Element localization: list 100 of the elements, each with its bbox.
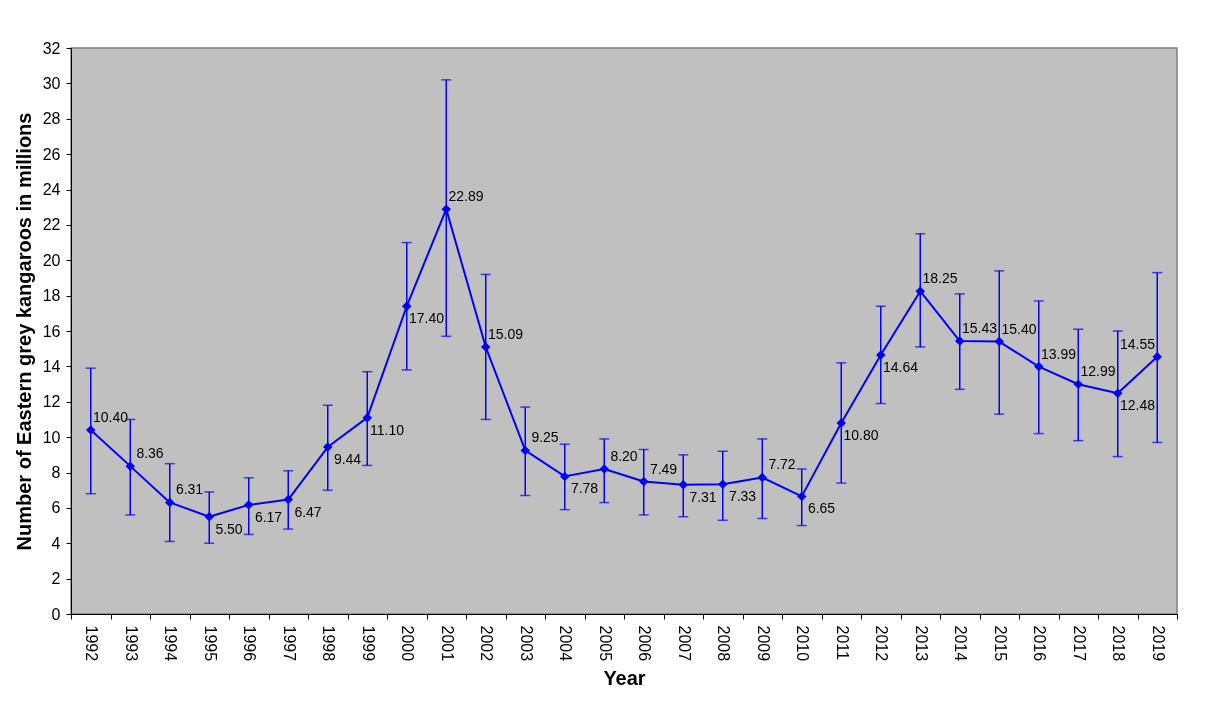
x-tick-label: 2013 xyxy=(912,625,930,662)
x-tick-label: 2001 xyxy=(438,625,456,662)
x-tick-label: 2009 xyxy=(754,625,772,662)
x-tick-label: 2014 xyxy=(952,625,970,662)
x-tick-label: 1993 xyxy=(122,625,140,662)
x-tick-label: 1995 xyxy=(201,625,219,662)
y-tick-label: 4 xyxy=(51,534,61,552)
point xyxy=(639,476,649,487)
y-tick-label: 18 xyxy=(42,287,61,305)
data-label: 10.40 xyxy=(92,409,129,426)
data-label: 5.50 xyxy=(215,520,243,537)
point xyxy=(165,497,175,508)
point xyxy=(323,442,333,452)
y-tick-label: 2 xyxy=(51,570,61,588)
x-tick-label: 2011 xyxy=(833,625,851,661)
x-tick-label: 1994 xyxy=(162,625,180,662)
y-tick-label: 14 xyxy=(42,357,61,375)
data-label: 13.99 xyxy=(1040,345,1077,362)
data-label: 15.09 xyxy=(487,326,524,343)
y-tick-label: 28 xyxy=(42,110,61,128)
y-tick-label: 10 xyxy=(42,428,61,446)
data-label: 7.78 xyxy=(570,480,599,497)
x-tick-label: 2017 xyxy=(1070,625,1088,662)
point xyxy=(757,472,767,483)
y-tick-label: 24 xyxy=(42,181,61,198)
y-tick-label: 0 xyxy=(51,605,61,623)
y-tick-label: 6 xyxy=(51,499,61,517)
data-label: 22.89 xyxy=(448,188,484,205)
point xyxy=(599,464,609,474)
data-label: 12.99 xyxy=(1080,363,1116,380)
data-label: 6.65 xyxy=(807,500,836,517)
data-label: 6.17 xyxy=(254,508,283,525)
data-label: 14.55 xyxy=(1119,335,1156,352)
x-tick-label: 2018 xyxy=(1110,625,1128,662)
x-tick-label: 1999 xyxy=(359,625,377,662)
x-tick-label: 2007 xyxy=(675,625,693,662)
data-label: 9.44 xyxy=(333,451,362,468)
point xyxy=(1073,379,1083,389)
point xyxy=(797,491,807,502)
data-label: 15.43 xyxy=(961,320,998,337)
x-tick-label: 2000 xyxy=(399,625,417,662)
point xyxy=(678,479,688,490)
data-label: 7.31 xyxy=(689,488,717,505)
y-tick-label: 16 xyxy=(42,322,61,340)
y-tick-label: 12 xyxy=(42,393,61,411)
x-tick-label: 2004 xyxy=(557,625,575,662)
data-label: 15.40 xyxy=(1001,320,1037,337)
x-tick-label: 2003 xyxy=(517,625,535,662)
x-tick-label: 1996 xyxy=(241,625,259,662)
x-tick-label: 2015 xyxy=(991,625,1009,662)
data-label: 10.80 xyxy=(843,426,879,443)
point xyxy=(955,336,965,346)
x-tick-label: 2002 xyxy=(478,625,496,662)
point xyxy=(481,342,491,352)
x-axis-title: Year xyxy=(603,667,646,690)
data-label: 12.48 xyxy=(1119,397,1156,414)
x-tick-label: 2006 xyxy=(636,625,654,662)
data-label: 17.40 xyxy=(408,310,445,327)
data-label: 7.49 xyxy=(649,460,678,477)
y-tick-label: 22 xyxy=(42,216,61,234)
x-tick-label: 1992 xyxy=(83,625,101,662)
point xyxy=(876,350,886,360)
point xyxy=(125,461,135,471)
x-tick-label: 2005 xyxy=(596,625,614,662)
data-label: 7.33 xyxy=(728,488,757,505)
x-tick-label: 2012 xyxy=(873,625,891,662)
data-label: 14.64 xyxy=(882,359,919,376)
data-label: 6.47 xyxy=(294,503,322,520)
data-label: 8.20 xyxy=(610,447,638,464)
point xyxy=(520,445,530,456)
point xyxy=(86,425,96,435)
point xyxy=(1034,361,1044,372)
x-tick-label: 2019 xyxy=(1149,625,1167,662)
point xyxy=(1152,351,1162,362)
data-label: 9.25 xyxy=(531,429,559,446)
point xyxy=(204,511,214,522)
point xyxy=(402,301,412,311)
data-label: 8.36 xyxy=(136,445,164,462)
data-label: 6.31 xyxy=(175,481,204,498)
point xyxy=(718,479,728,490)
data-label: 11.10 xyxy=(370,421,405,438)
data-label: 18.25 xyxy=(922,270,958,287)
point xyxy=(915,286,925,296)
y-tick-label: 26 xyxy=(42,145,61,163)
point xyxy=(244,500,254,510)
y-axis-title: Number of Eastern grey kangaroos in millions xyxy=(12,112,35,551)
y-tick-label: 8 xyxy=(51,464,61,481)
point xyxy=(560,471,570,482)
point xyxy=(283,494,293,505)
point xyxy=(836,418,846,428)
y-tick-label: 20 xyxy=(42,251,61,269)
point xyxy=(362,412,372,423)
x-tick-label: 2010 xyxy=(794,625,812,662)
x-tick-label: 1997 xyxy=(280,625,298,662)
data-label: 7.72 xyxy=(768,456,796,473)
y-tick-label: 30 xyxy=(42,74,61,92)
x-tick-label: 1998 xyxy=(320,625,338,662)
point xyxy=(994,336,1004,347)
point xyxy=(1113,388,1123,398)
point xyxy=(441,204,451,214)
